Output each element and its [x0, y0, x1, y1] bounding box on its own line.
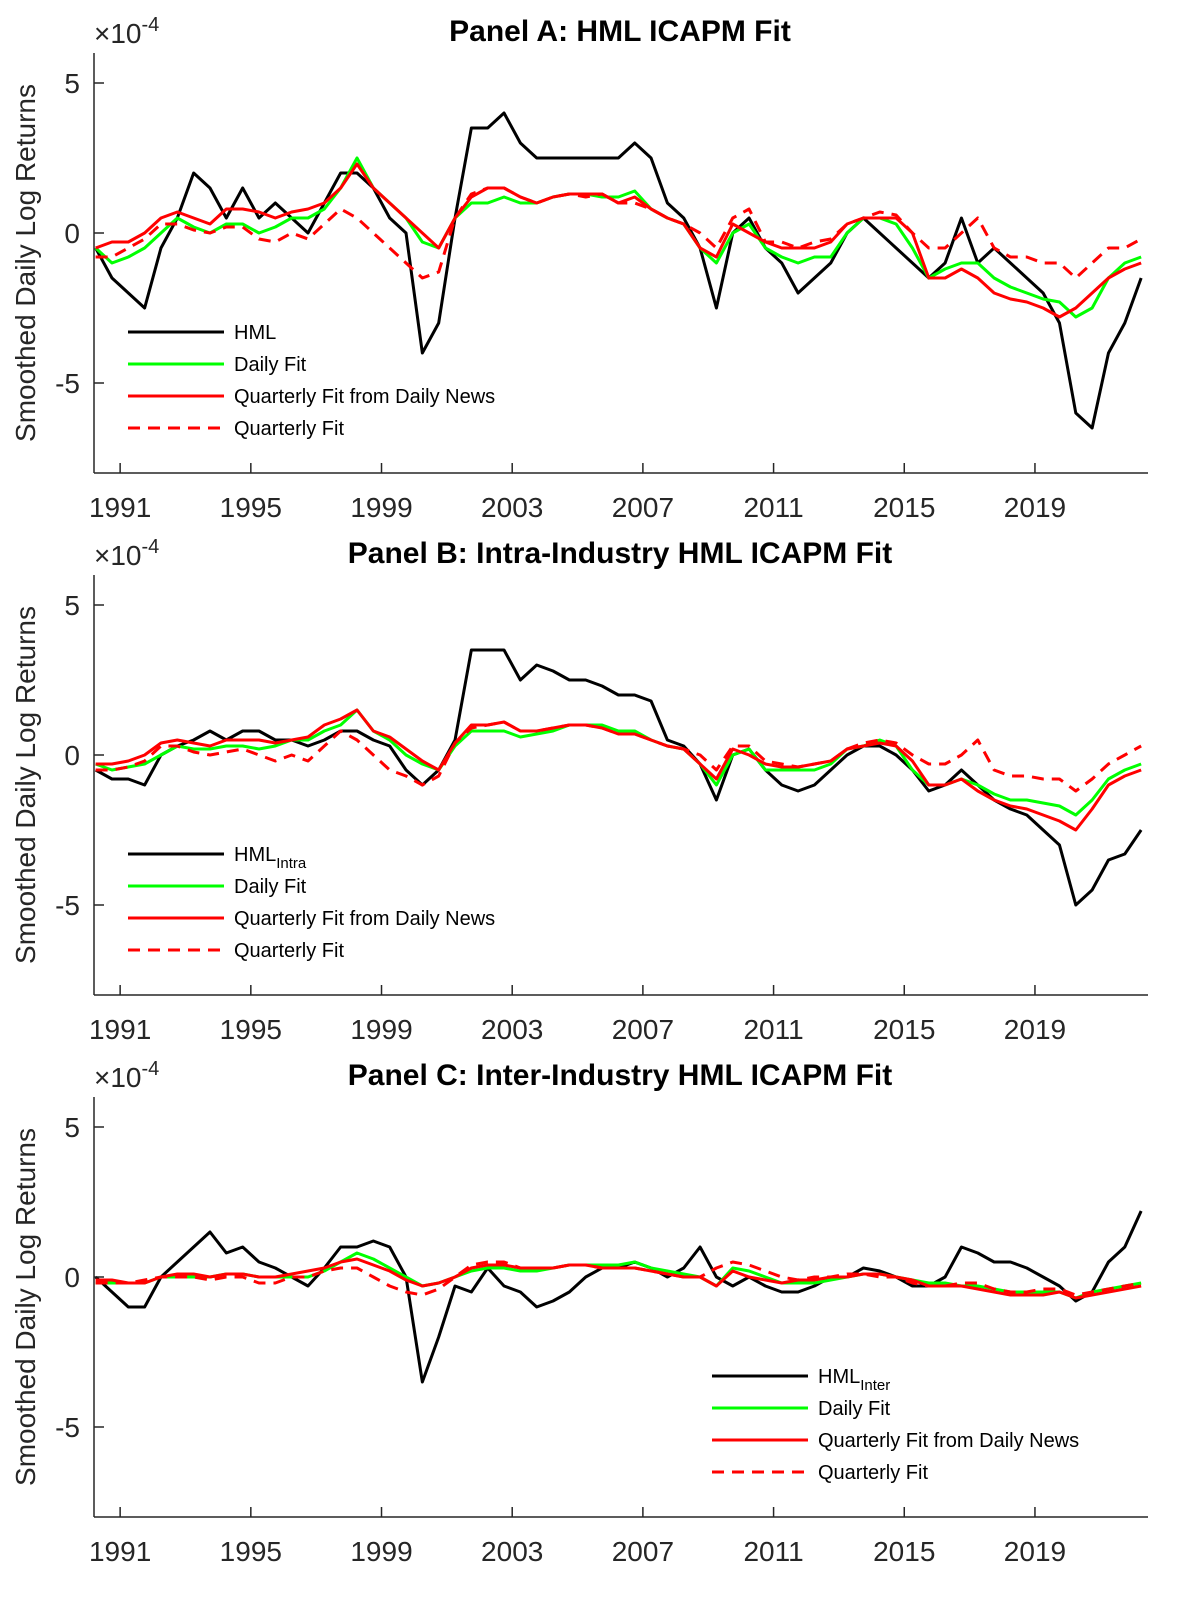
legend-name: Daily Fit	[234, 876, 307, 898]
x-tick-label: 2019	[1004, 1014, 1066, 1045]
y-scale-label: ×10-4	[94, 536, 159, 571]
series-line	[94, 156, 1142, 319]
legend-name: Quarterly Fit from Daily News	[234, 386, 495, 408]
x-tick-label: 2011	[743, 1536, 803, 1567]
legend-label: Quarterly Fit from Daily News	[818, 1430, 1079, 1452]
legend-name: Quarterly Fit	[818, 1462, 928, 1484]
y-scale-base: ×10	[94, 1062, 142, 1093]
x-tick-label: 1991	[89, 1536, 151, 1567]
y-scale-exponent: -4	[142, 14, 160, 36]
x-tick-label: 1995	[220, 1014, 282, 1045]
legend-name: HML	[234, 844, 276, 866]
legend-name: Quarterly Fit	[234, 418, 344, 440]
y-tick-label: -5	[55, 368, 80, 399]
legend-label: Quarterly Fit	[234, 940, 344, 962]
legend-name: HML	[818, 1366, 860, 1388]
y-tick-label: 5	[64, 1112, 80, 1143]
legend-name: Daily Fit	[818, 1398, 891, 1420]
panel: Panel B: Intra-Industry HML ICAPM Fit ×10…	[10, 536, 1148, 1045]
legend-label: HMLIntra	[234, 844, 307, 872]
legend-label: HMLInter	[818, 1366, 890, 1394]
legend-label: Daily Fit	[234, 876, 307, 898]
x-tick-label: 2011	[743, 492, 803, 523]
y-tick-label: 5	[64, 590, 80, 621]
x-tick-label: 2003	[481, 492, 543, 523]
legend-label: Quarterly Fit	[234, 418, 344, 440]
x-tick-label: 2007	[612, 492, 674, 523]
legend-name: Quarterly Fit from Daily News	[818, 1430, 1079, 1452]
panel: Panel A: HML ICAPM Fit ×10-4 Smoothed Dail…	[10, 14, 1148, 523]
chart-title: Panel B: Intra-Industry HML ICAPM Fit	[348, 537, 892, 570]
y-scale-label: ×10-4	[94, 14, 159, 49]
y-scale-exponent: -4	[142, 536, 160, 558]
y-axis-label: Smoothed Daily Log Returns	[10, 1128, 41, 1486]
x-tick-label: 2003	[481, 1536, 543, 1567]
legend-label: Quarterly Fit	[818, 1462, 928, 1484]
x-tick-label: 1999	[350, 1014, 412, 1045]
x-tick-label: 2019	[1004, 1536, 1066, 1567]
x-tick-label: 2003	[481, 1014, 543, 1045]
x-tick-label: 1995	[220, 492, 282, 523]
y-tick-label: 0	[64, 218, 80, 249]
series-line	[94, 111, 1143, 430]
y-tick-label: 5	[64, 68, 80, 99]
legend-subscript: Intra	[276, 855, 307, 872]
y-axis-label: Smoothed Daily Log Returns	[10, 84, 41, 442]
y-scale-label: ×10-4	[94, 1058, 159, 1093]
x-tick-label: 2011	[743, 1014, 803, 1045]
legend-name: Daily Fit	[234, 354, 307, 376]
x-tick-label: 1995	[220, 1536, 282, 1567]
series-line	[95, 162, 1142, 319]
legend-label: Daily Fit	[818, 1398, 891, 1420]
legend-label: Quarterly Fit from Daily News	[234, 386, 495, 408]
chart-title: Panel A: HML ICAPM Fit	[449, 15, 791, 48]
chart-title: Panel C: Inter-Industry HML ICAPM Fit	[348, 1059, 892, 1092]
series-line	[95, 708, 1142, 832]
legend-name: Quarterly Fit	[234, 940, 344, 962]
x-tick-label: 2019	[1004, 492, 1066, 523]
x-tick-label: 2015	[873, 1014, 935, 1045]
x-tick-label: 1991	[89, 1014, 151, 1045]
y-scale-exponent: -4	[142, 1058, 160, 1080]
legend-label: Quarterly Fit from Daily News	[234, 908, 495, 930]
x-tick-label: 2015	[873, 1536, 935, 1567]
legend-name: HML	[234, 322, 276, 344]
y-tick-label: 0	[64, 740, 80, 771]
y-tick-label: -5	[55, 1412, 80, 1443]
legend-subscript: Inter	[860, 1377, 890, 1394]
x-tick-label: 2007	[612, 1536, 674, 1567]
y-scale-base: ×10	[94, 540, 142, 571]
x-tick-label: 1999	[350, 1536, 412, 1567]
series-line	[95, 720, 1142, 793]
legend-name: Quarterly Fit from Daily News	[234, 908, 495, 930]
legend-label: HML	[234, 322, 276, 344]
series-line	[94, 648, 1143, 907]
x-tick-label: 1999	[350, 492, 412, 523]
y-tick-label: 0	[64, 1262, 80, 1293]
series-line	[95, 186, 1142, 280]
series-line	[95, 708, 1142, 817]
x-tick-label: 2007	[612, 1014, 674, 1045]
y-scale-base: ×10	[94, 18, 142, 49]
x-tick-label: 1991	[89, 492, 151, 523]
y-axis-label: Smoothed Daily Log Returns	[10, 606, 41, 964]
panel: Panel C: Inter-Industry HML ICAPM Fit ×10…	[10, 1058, 1148, 1567]
y-tick-label: -5	[55, 890, 80, 921]
series-line	[94, 1210, 1143, 1384]
x-tick-label: 2015	[873, 492, 935, 523]
legend-label: Daily Fit	[234, 354, 307, 376]
series-line	[95, 1260, 1142, 1297]
